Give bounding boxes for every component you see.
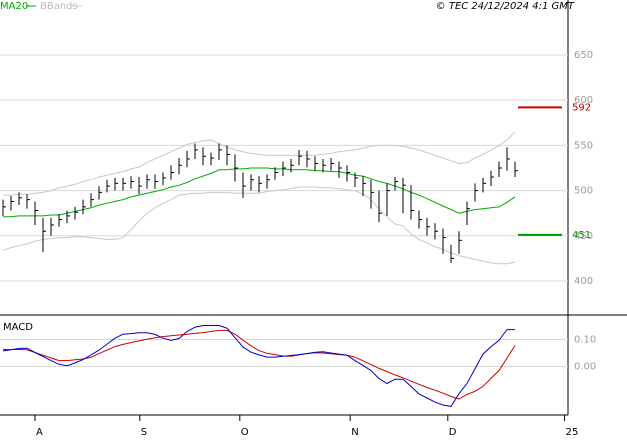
- x-tick-label: D: [449, 427, 457, 438]
- y-tick-label: 600: [574, 95, 593, 106]
- legend-ma: MA20: [0, 1, 28, 12]
- y-tick-label: 650: [574, 50, 593, 61]
- legend-bbands: BBands: [40, 1, 78, 12]
- level-label: 451: [572, 230, 591, 241]
- macd-tick-label: 0.00: [574, 362, 596, 373]
- x-tick-label: O: [241, 427, 249, 438]
- ma-line: [3, 167, 516, 218]
- macd-title: MACD: [3, 322, 33, 333]
- copyright: © TEC 24/12/2024 4:1 GMT: [436, 1, 575, 12]
- x-tick-label: A: [36, 427, 43, 438]
- x-tick-label: S: [141, 427, 147, 438]
- macd-tick-label: 0.10: [574, 335, 596, 346]
- macd-signal: [3, 329, 516, 400]
- level-label: 592: [572, 102, 591, 113]
- y-tick-label: 450: [574, 231, 593, 242]
- bband-upper: [3, 131, 516, 196]
- x-tick-label: N: [351, 427, 358, 438]
- x-tick-label: 25: [566, 427, 579, 438]
- y-tick-label: 550: [574, 140, 593, 151]
- bband-lower: [2, 186, 516, 265]
- y-tick-label: 500: [574, 186, 593, 197]
- y-tick-label: 400: [574, 276, 593, 287]
- macd-line: [2, 325, 515, 407]
